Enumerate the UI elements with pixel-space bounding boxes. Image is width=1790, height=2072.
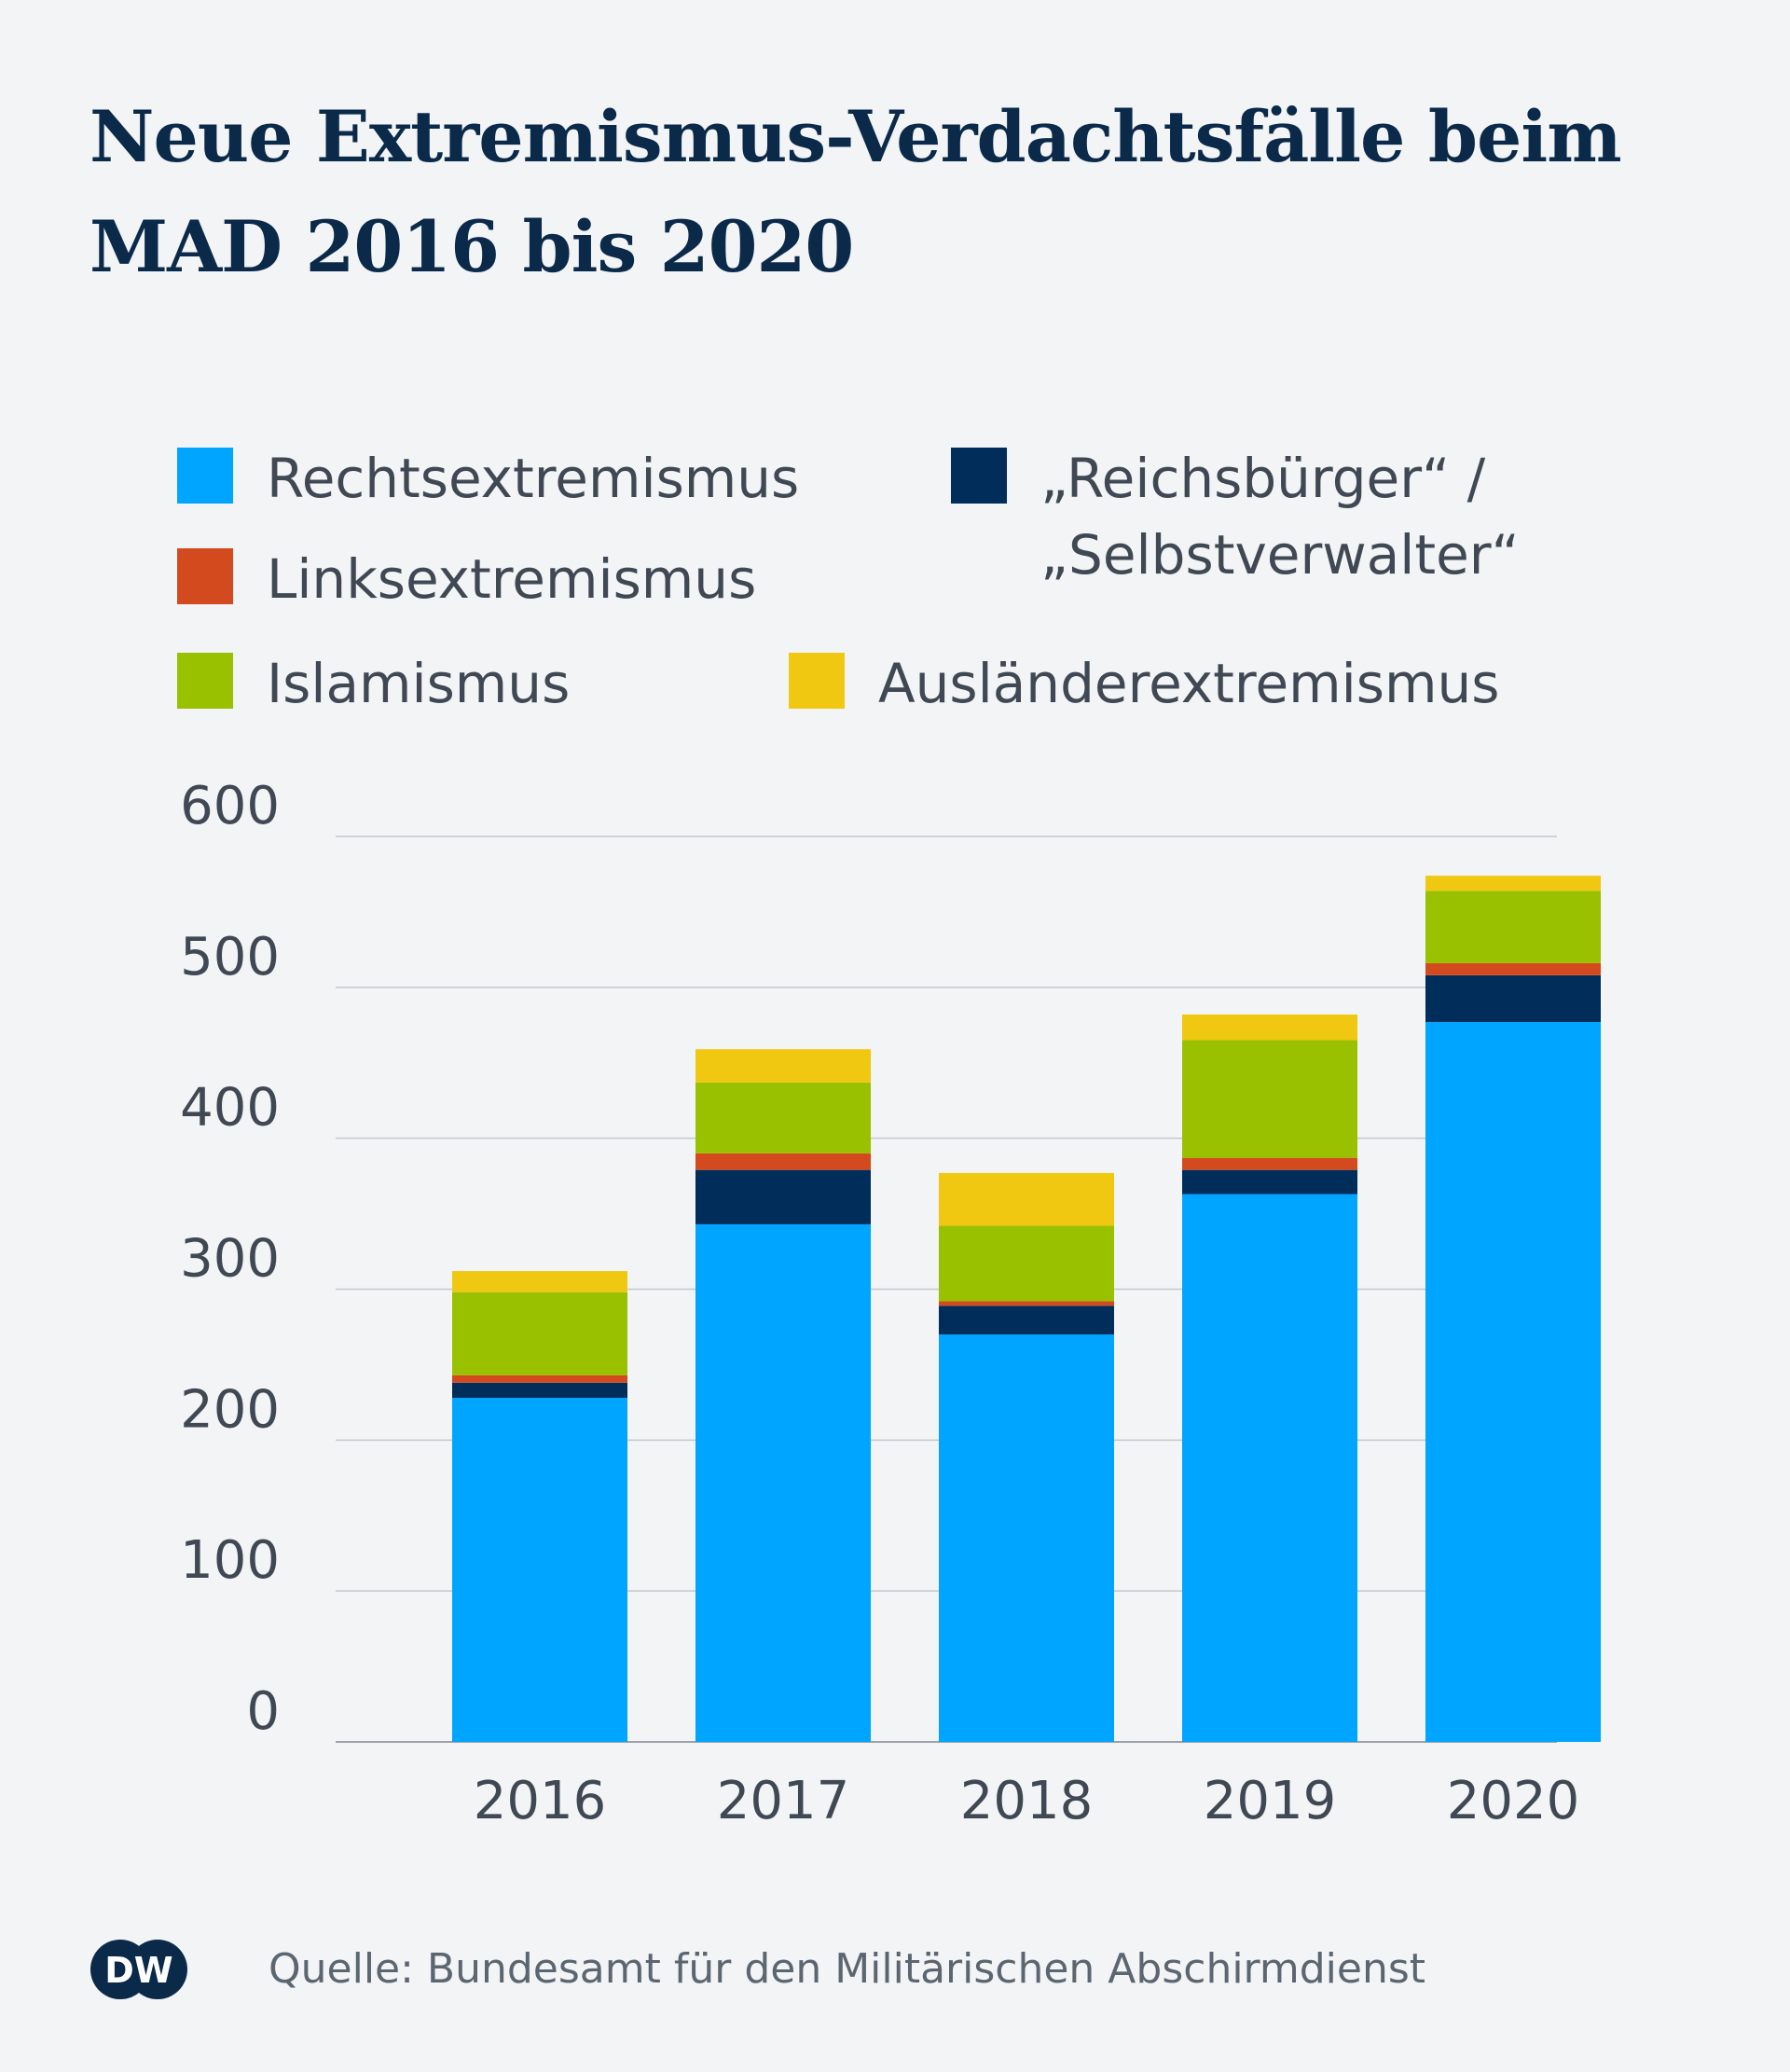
bar-segment-2018-series-1 [939,1305,1114,1335]
bar-segment-2018-series-3 [939,1225,1114,1302]
bar-segment-2019-series-2 [1182,1157,1357,1170]
bar-segment-2017-series-2 [695,1153,871,1170]
bar-segment-2017-series-0 [695,1223,871,1742]
bar-segment-2016-series-0 [452,1398,627,1742]
x-tick-label-2019: 2019 [1204,1771,1337,1831]
bar-segment-2016-series-3 [452,1292,627,1375]
legend-label-reichsbuerger-line2: „Selbstverwalter“ [1040,523,1520,587]
bar-segment-2019-series-1 [1182,1169,1357,1195]
bar-segment-2017-series-3 [695,1082,871,1153]
bar-segment-2020-series-4 [1425,876,1601,891]
legend-swatch-linksextremismus [177,548,233,604]
x-axis-tick-labels: 2016 2017 2018 2019 2020 [474,1771,1580,1831]
x-tick-label-2016: 2016 [474,1771,607,1831]
legend-swatch-rechtsextremismus [177,448,233,504]
bar-segment-2019-series-4 [1182,1014,1357,1041]
legend-swatch-reichsbuerger [951,448,1007,504]
y-tick-label-500: 500 [180,927,280,988]
chart-title: Neue Extremismus-Verdachtsfälle beim MAD… [90,95,1622,288]
bar-segment-2020-series-3 [1425,891,1601,963]
bar-segment-2017-series-4 [695,1049,871,1083]
bar-stack-2016 [452,1271,627,1742]
y-tick-label-100: 100 [180,1530,280,1591]
legend-label-auslaenderextremismus: Ausländerextremismus [878,652,1500,715]
bar-stack-2020 [1425,876,1601,1742]
bar-segment-2016-series-4 [452,1271,627,1292]
legend-label-reichsbuerger-line1: „Reichsbürger“ / [1040,447,1486,510]
stacked-bar-chart: 0 100 200 300 400 500 600 2016 2017 2018 2019 2020 [180,776,1601,1831]
x-tick-label-2018: 2018 [960,1771,1094,1831]
y-tick-label-400: 400 [180,1078,280,1139]
footer: DW Quelle: Bundesamt für den Militärisch… [90,1936,1674,2010]
legend-swatch-auslaenderextremismus [789,653,845,709]
legend-label-islamismus: Islamismus [267,652,571,715]
y-tick-label-300: 300 [180,1229,280,1290]
y-tick-label-0: 0 [246,1681,280,1742]
bar-segment-2020-series-0 [1425,1022,1601,1742]
dw-logo-icon: DW [90,1940,187,1999]
bar-stack-2019 [1182,1014,1357,1742]
bar-segment-2019-series-0 [1182,1194,1357,1742]
x-tick-label-2020: 2020 [1447,1771,1580,1831]
dw-logo-text: DW [104,1950,172,1991]
y-axis-tick-labels: 0 100 200 300 400 500 600 [180,776,280,1742]
legend-label-linksextremismus: Linksextremismus [267,547,757,611]
bars [452,876,1601,1742]
bar-stack-2017 [695,1049,871,1742]
bar-segment-2019-series-3 [1182,1040,1357,1158]
bar-segment-2020-series-1 [1425,974,1601,1023]
source-note: Quelle: Bundesamt für den Militärischen … [268,1945,1426,1993]
bar-segment-2016-series-1 [452,1382,627,1399]
y-tick-label-600: 600 [180,776,280,836]
bar-segment-2018-series-0 [939,1334,1114,1742]
bar-segment-2016-series-2 [452,1374,627,1383]
bar-segment-2020-series-2 [1425,962,1601,975]
bar-segment-2017-series-1 [695,1169,871,1224]
y-tick-label-200: 200 [180,1379,280,1440]
legend-swatch-islamismus [177,653,233,709]
x-tick-label-2017: 2017 [717,1771,850,1831]
bar-segment-2018-series-4 [939,1172,1114,1226]
legend-label-rechtsextremismus: Rechtsextremismus [267,447,800,510]
bar-segment-2018-series-2 [939,1301,1114,1306]
bar-stack-2018 [939,1172,1114,1742]
